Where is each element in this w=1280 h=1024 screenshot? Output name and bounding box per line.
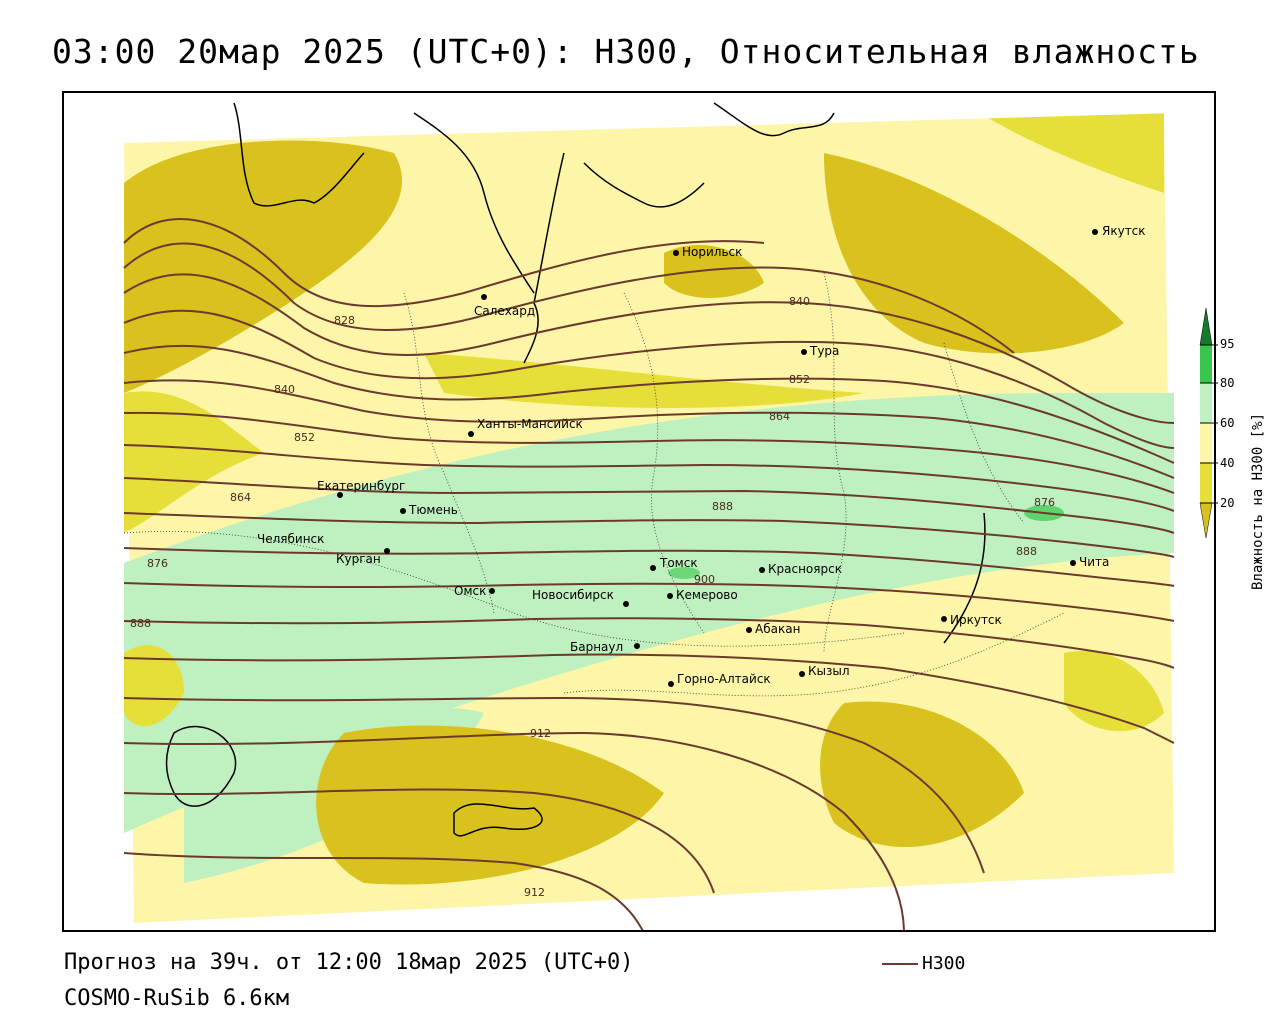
city-label-tura: Тура: [809, 344, 839, 358]
h300-line-swatch: [882, 962, 918, 965]
city-dot-salekhard: [481, 294, 487, 300]
city-dot-gorno-altaysk: [668, 681, 674, 687]
contour-label: 876: [147, 557, 168, 570]
colorbar-tick: 20: [1220, 496, 1234, 510]
city-dot-abakan: [746, 627, 752, 633]
map-panel: 828 840 840 852 852 864 864 876 876 888 …: [62, 91, 1216, 932]
humidity-fields: [64, 93, 1214, 930]
city-label-novosibirsk: Новосибирск: [532, 588, 614, 602]
contour-label: 900: [694, 573, 715, 586]
city-label-norilsk: Норильск: [682, 245, 742, 259]
city-markers: Якутск Норильск Салехард Тура Ханты-Манс…: [257, 224, 1146, 687]
contour-label: 888: [712, 500, 733, 513]
city-dot-omsk: [489, 588, 495, 594]
city-label-yakutsk: Якутск: [1102, 224, 1146, 238]
city-label-irkutsk: Иркутск: [950, 613, 1002, 627]
map-title: 03:00 20мар 2025 (UTC+0): H300, Относите…: [52, 32, 1200, 71]
city-dot-kurgan: [384, 548, 390, 554]
contour-label: 828: [334, 314, 355, 327]
city-label-barnaul: Барнаул: [570, 640, 623, 654]
colorbar-segment-40-60: [1200, 423, 1212, 463]
contour-label: 912: [524, 886, 545, 899]
colorbar-tick: 60: [1220, 416, 1234, 430]
contour-label: 888: [130, 617, 151, 630]
colorbar-top-triangle: [1199, 307, 1213, 346]
model-name: COSMO-RuSib 6.6км: [64, 986, 290, 1011]
city-label-kurgan: Курган: [336, 552, 381, 566]
colorbar-tick: 80: [1220, 376, 1234, 390]
city-dot-tura: [801, 349, 807, 355]
city-label-tyumen: Тюмень: [408, 503, 458, 517]
region-borders: [123, 272, 1065, 697]
city-dot-tyumen: [400, 508, 406, 514]
city-label-abakan: Абакан: [755, 622, 800, 636]
city-dot-irkutsk: [941, 616, 947, 622]
city-label-chita: Чита: [1079, 555, 1109, 569]
contour-label: 876: [1034, 496, 1055, 509]
colorbar-segment-20-40: [1200, 463, 1212, 503]
city-label-kyzyl: Кызыл: [808, 664, 850, 678]
city-dot-krasnoyarsk: [759, 567, 765, 573]
colorbar-segment-80-95: [1200, 345, 1212, 383]
city-label-omsk: Омск: [454, 584, 486, 598]
city-dot-barnaul: [634, 643, 640, 649]
contour-label: 864: [769, 410, 790, 423]
h300-contours: [123, 218, 1175, 930]
coastlines: [165, 102, 986, 837]
contour-label: 852: [789, 373, 810, 386]
city-dot-yekaterinburg: [337, 492, 343, 498]
city-dot-khanty-mansiysk: [468, 431, 474, 437]
city-label-gorno-altaysk: Горно-Алтайск: [677, 672, 771, 686]
city-label-yekaterinburg: Екатеринбург: [317, 479, 405, 493]
contour-labels: 828 840 840 852 852 864 864 876 876 888 …: [130, 295, 1055, 899]
city-dot-kyzyl: [799, 671, 805, 677]
city-label-tomsk: Томск: [659, 556, 698, 570]
city-dot-novosibirsk: [623, 601, 629, 607]
city-dot-kemerovo: [667, 593, 673, 599]
city-dot-norilsk: [673, 250, 679, 256]
city-label-khanty-mansiysk: Ханты-Мансийск: [477, 417, 583, 431]
contour-label: 888: [1016, 545, 1037, 558]
colorbar-segment-60-80: [1200, 383, 1212, 423]
city-dot-chita: [1070, 560, 1076, 566]
h300-line-legend: H300: [882, 953, 965, 974]
contour-label: 840: [789, 295, 810, 308]
contour-label: 840: [274, 383, 295, 396]
contour-label: 852: [294, 431, 315, 444]
city-dot-tomsk: [650, 565, 656, 571]
city-label-chelyabinsk: Челябинск: [257, 532, 324, 546]
colorbar-title: Влажность на H300 [%]: [1250, 412, 1266, 590]
city-label-krasnoyarsk: Красноярск: [768, 562, 842, 576]
forecast-info: Прогноз на 39ч. от 12:00 18мар 2025 (UTC…: [64, 950, 634, 975]
city-label-kemerovo: Кемерово: [676, 588, 738, 602]
colorbar-tick: 95: [1220, 337, 1234, 351]
map-canvas: 828 840 840 852 852 864 864 876 876 888 …: [64, 93, 1214, 930]
humidity-colorbar: 20 40 60 80 95: [1199, 307, 1234, 539]
city-dot-yakutsk: [1092, 229, 1098, 235]
contour-label: 864: [230, 491, 251, 504]
colorbar-tick: 40: [1220, 456, 1234, 470]
contour-label: 912: [530, 727, 551, 740]
h300-line-label: H300: [922, 953, 966, 974]
colorbar-bottom-triangle: [1199, 502, 1213, 539]
city-label-salekhard: Салехард: [474, 304, 535, 318]
